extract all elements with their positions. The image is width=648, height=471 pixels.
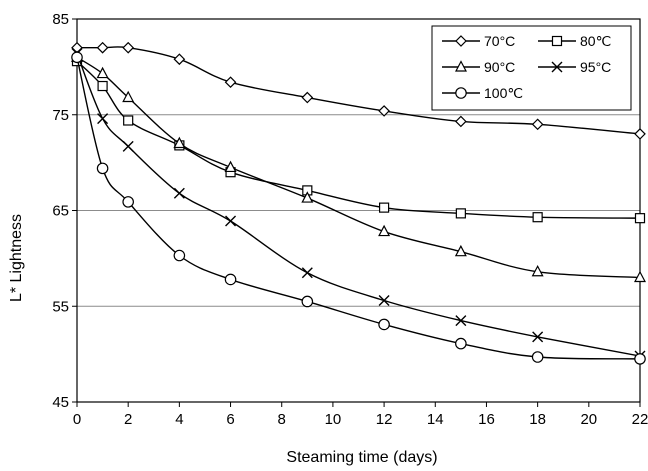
legend-label-2: 80℃	[580, 33, 611, 49]
x-tick-label-14: 14	[427, 411, 444, 428]
legend-marker-1	[455, 35, 467, 47]
data-point-s3-6	[378, 224, 391, 237]
data-point-s3-7	[454, 244, 467, 257]
legend-marker-3	[455, 60, 467, 72]
data-point-s2-9	[634, 213, 646, 224]
data-point-s1-1	[96, 41, 109, 54]
data-point-s5-0	[71, 51, 83, 64]
series-line-5	[76, 57, 641, 360]
series-line-3	[76, 56, 641, 279]
legend-item-5: 100℃	[442, 85, 523, 101]
y-tick-label-55: 55	[52, 298, 69, 315]
data-point-s1-7	[455, 115, 467, 128]
data-point-s5-7	[455, 337, 467, 350]
series-line-2	[76, 60, 641, 219]
series-group	[71, 41, 646, 365]
y-tick-label-45: 45	[52, 394, 69, 411]
data-point-s4-6	[378, 295, 390, 306]
legend-label-3: 90°C	[484, 59, 515, 75]
data-point-s1-9	[634, 128, 646, 140]
data-point-s1-6	[378, 105, 390, 117]
data-point-s2-7	[455, 208, 466, 219]
data-point-s1-4	[224, 76, 237, 89]
x-tick-label-2: 2	[124, 411, 132, 428]
data-point-s5-4	[224, 273, 237, 286]
data-point-s3-1	[96, 66, 109, 79]
data-point-s3-8	[531, 264, 544, 277]
y-tick-label-65: 65	[52, 203, 69, 220]
data-point-s4-7	[455, 315, 467, 327]
legend-marker-4	[551, 61, 563, 73]
x-tick-label-12: 12	[376, 411, 393, 428]
data-point-s5-1	[96, 162, 109, 175]
legend-item-2: 80℃	[538, 33, 611, 49]
x-tick-label-10: 10	[325, 411, 342, 428]
data-point-s2-2	[123, 115, 134, 126]
data-point-s1-2	[122, 41, 135, 54]
x-tick-label-4: 4	[175, 411, 183, 428]
data-point-s2-8	[532, 212, 543, 223]
legend: 70°C 80℃ 90°C 95°C 100℃	[431, 25, 632, 111]
data-point-s2-6	[378, 202, 390, 213]
y-tick-label-85: 85	[52, 11, 69, 28]
data-point-s5-8	[531, 351, 544, 363]
legend-item-4: 95°C	[538, 59, 611, 75]
y-tick-label-75: 75	[52, 107, 69, 124]
x-tick-label-0: 0	[73, 411, 81, 428]
data-point-s4-5	[301, 267, 313, 279]
legend-label-5: 100℃	[484, 85, 523, 101]
legend-label-4: 95°C	[580, 59, 611, 75]
data-point-s4-2	[122, 140, 134, 152]
data-point-s4-3	[173, 187, 185, 199]
data-point-s1-5	[301, 91, 314, 104]
data-point-s3-2	[122, 90, 135, 103]
data-point-s1-3	[173, 53, 186, 66]
data-point-s5-2	[122, 196, 134, 208]
legend-marker-2	[551, 35, 563, 47]
plot-frame	[76, 18, 641, 403]
data-point-s3-4	[224, 160, 237, 173]
data-point-s4-8	[532, 331, 544, 343]
legend-marker-5	[455, 87, 467, 99]
data-point-s5-3	[173, 249, 186, 262]
x-tick-label-6: 6	[226, 411, 234, 428]
data-point-s3-5	[301, 191, 314, 203]
x-tick-label-16: 16	[478, 411, 495, 428]
x-tick-label-20: 20	[580, 411, 597, 428]
series-line-4	[76, 53, 641, 357]
data-point-s5-9	[634, 353, 646, 365]
x-tick-label-8: 8	[278, 411, 286, 428]
series-1	[71, 41, 646, 140]
data-point-s1-8	[531, 118, 544, 131]
data-point-s2-1	[97, 80, 108, 92]
data-point-s3-9	[634, 270, 646, 283]
data-point-s5-5	[301, 295, 314, 308]
series-3	[71, 50, 646, 283]
y-axis-title: L* Lightness	[8, 214, 25, 302]
legend-label-1: 70°C	[484, 33, 515, 49]
series-line-1	[77, 46, 641, 135]
data-point-s4-1	[97, 113, 109, 125]
legend-item-3: 90°C	[442, 59, 515, 75]
x-tick-label-18: 18	[529, 411, 546, 428]
x-axis-title: Steaming time (days)	[286, 449, 437, 466]
legend-item-1: 70°C	[442, 33, 515, 49]
data-point-s4-4	[225, 215, 237, 227]
data-point-s5-6	[378, 318, 390, 331]
series-5	[71, 51, 646, 365]
axes: 45 55 65 75 85 0 2 4 6 8 10 12 14 16 18 20 22	[52, 11, 648, 428]
data-point-s3-3	[173, 136, 186, 149]
x-tick-label-22: 22	[632, 411, 648, 428]
